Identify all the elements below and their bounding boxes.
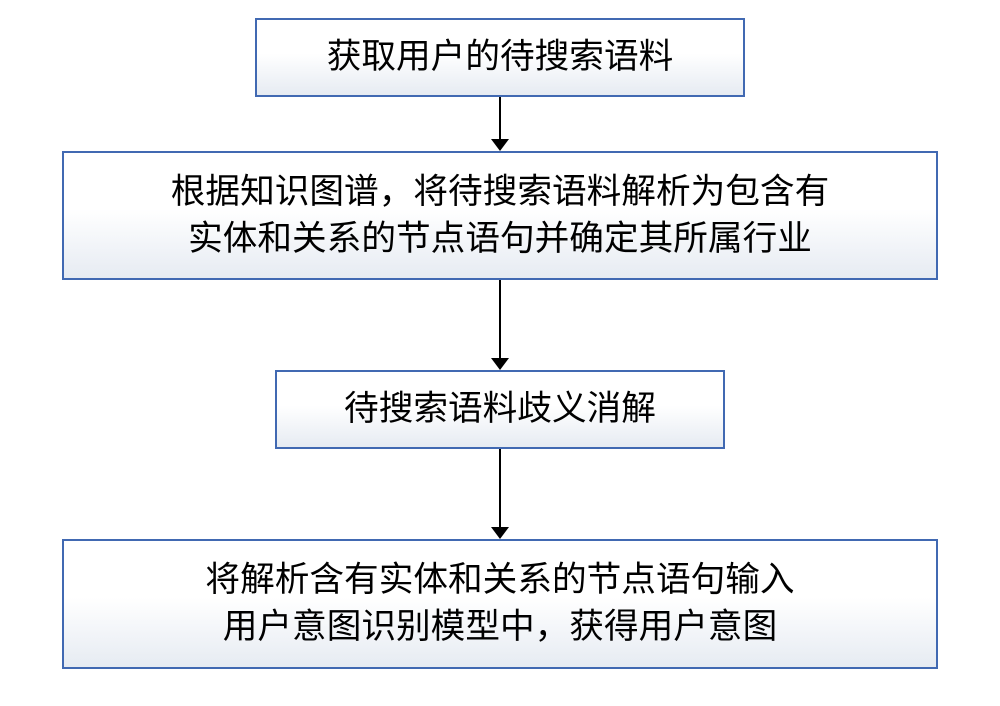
flow-node-label: 待搜索语料歧义消解 (344, 386, 656, 433)
arrow-line (499, 280, 501, 358)
arrow-head-icon (491, 358, 509, 370)
flow-node-label: 将解析含有实体和关系的节点语句输入用户意图识别模型中，获得用户意图 (205, 557, 794, 651)
arrow-head-icon (491, 139, 509, 151)
arrow-line (499, 97, 501, 139)
flow-node-n4: 将解析含有实体和关系的节点语句输入用户意图识别模型中，获得用户意图 (62, 539, 938, 669)
flowchart-container: 获取用户的待搜索语料根据知识图谱，将待搜索语料解析为包含有实体和关系的节点语句并… (62, 18, 938, 669)
flow-node-label: 根据知识图谱，将待搜索语料解析为包含有实体和关系的节点语句并确定其所属行业 (171, 169, 829, 263)
flow-node-label: 获取用户的待搜索语料 (327, 34, 674, 81)
flow-arrow (491, 449, 509, 539)
flow-node-n1: 获取用户的待搜索语料 (255, 18, 745, 97)
arrow-line (499, 449, 501, 527)
flow-node-n3: 待搜索语料歧义消解 (275, 370, 725, 449)
flow-node-n2: 根据知识图谱，将待搜索语料解析为包含有实体和关系的节点语句并确定其所属行业 (62, 151, 938, 281)
flow-arrow (491, 280, 509, 370)
flow-arrow (491, 97, 509, 151)
arrow-head-icon (491, 527, 509, 539)
